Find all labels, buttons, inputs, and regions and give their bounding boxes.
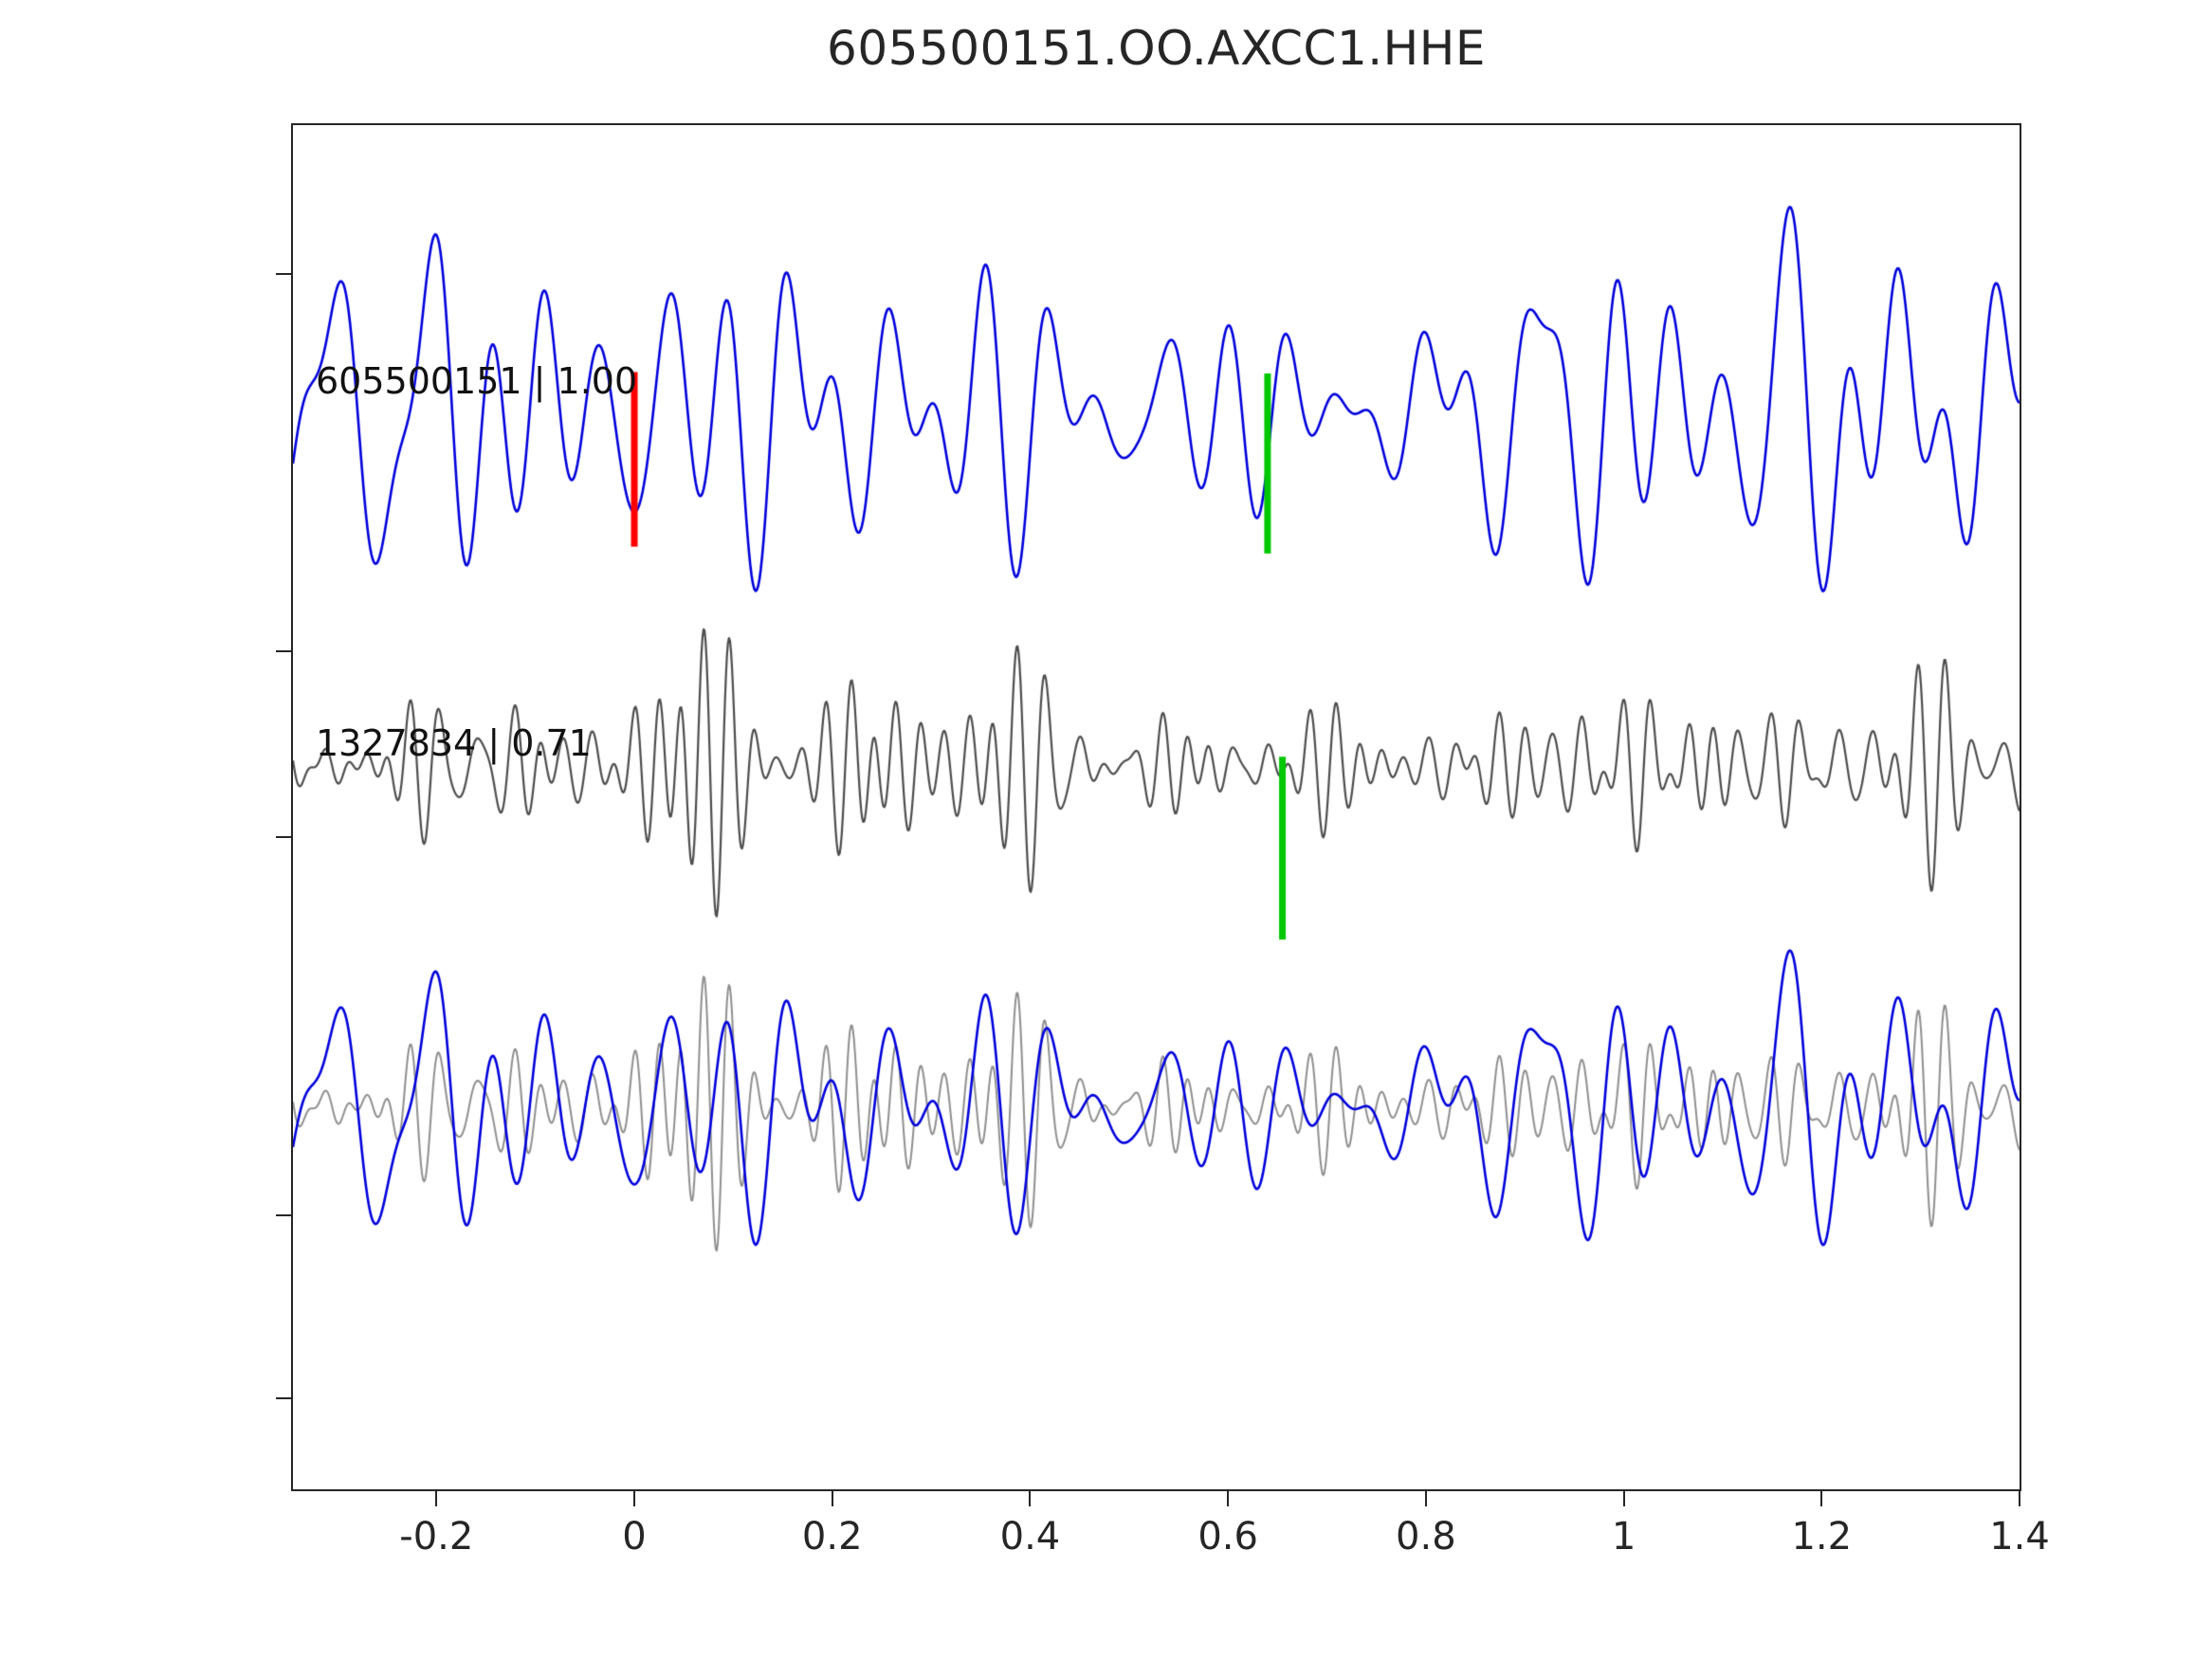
waveform-canvas xyxy=(293,125,2020,1489)
x-axis-tick-label: -0.2 xyxy=(399,1515,474,1559)
x-axis-tick-label: 0 xyxy=(622,1515,647,1559)
x-axis-tick-label: 0.2 xyxy=(801,1515,863,1559)
y-axis-tick xyxy=(276,1213,291,1216)
x-axis-tick-label: 1.4 xyxy=(1989,1515,2050,1559)
y-axis-tick xyxy=(276,272,291,275)
x-axis-tick xyxy=(633,1491,636,1506)
y-axis-tick xyxy=(276,650,291,653)
x-axis-tick xyxy=(1622,1491,1625,1506)
x-axis-tick xyxy=(1820,1491,1823,1506)
y-axis-tick xyxy=(276,836,291,839)
x-axis-tick xyxy=(1227,1491,1230,1506)
x-axis-tick xyxy=(831,1491,833,1506)
x-axis-tick-label: 0.4 xyxy=(999,1515,1061,1559)
x-axis-tick-label: 0.6 xyxy=(1197,1515,1258,1559)
trace-label-detection: 1327834 | 0.71 xyxy=(316,722,592,764)
x-axis-tick xyxy=(2019,1491,2020,1506)
figure-title: 605500151.OO.AXCC1.HHE xyxy=(827,21,1486,76)
y-axis-tick xyxy=(276,1396,291,1399)
plot-area: 605500151 | 1.00 1327834 | 0.71 xyxy=(291,123,2021,1491)
x-axis-tick-label: 0.8 xyxy=(1396,1515,1456,1559)
x-axis-tick-label: 1 xyxy=(1611,1515,1636,1559)
x-axis-tick xyxy=(1424,1491,1427,1506)
x-axis-tick xyxy=(1029,1491,1032,1506)
x-axis-tick-label: 1.2 xyxy=(1791,1515,1853,1559)
trace-label-template: 605500151 | 1.00 xyxy=(316,360,638,402)
x-axis-tick xyxy=(435,1491,438,1506)
